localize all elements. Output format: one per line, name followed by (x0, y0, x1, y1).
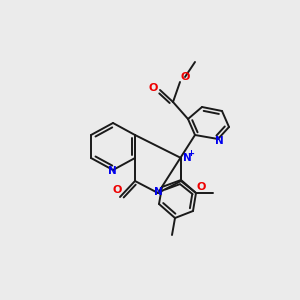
Text: O: O (196, 182, 206, 192)
Text: O: O (148, 83, 158, 93)
Text: N: N (108, 166, 116, 176)
Text: N: N (183, 153, 192, 163)
Text: N: N (154, 187, 162, 197)
Text: O: O (180, 72, 190, 82)
Text: +: + (188, 149, 194, 158)
Text: O: O (112, 185, 122, 195)
Text: N: N (214, 136, 224, 146)
